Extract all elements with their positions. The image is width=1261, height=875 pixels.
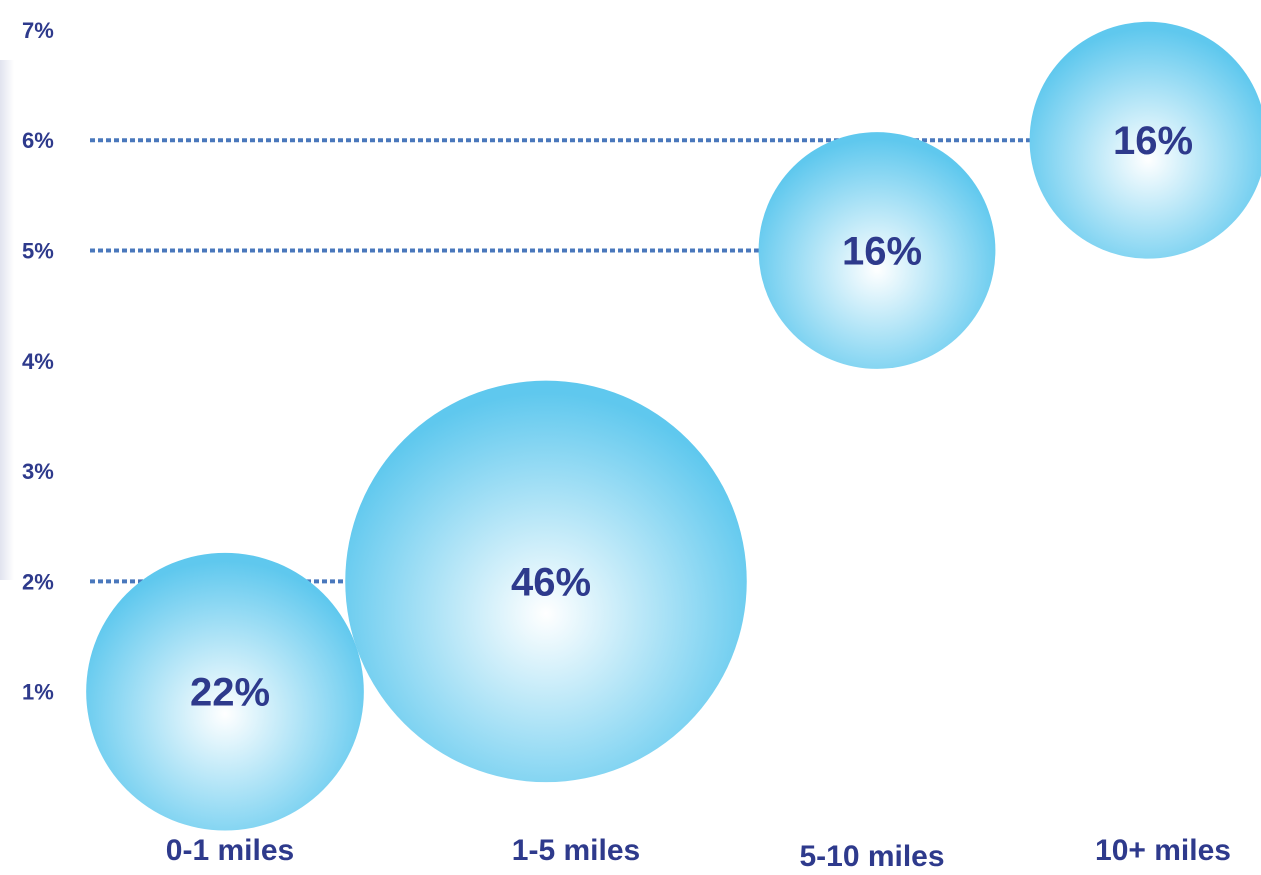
bubble [1029, 21, 1261, 259]
bubble-value-label: 16% [1113, 119, 1193, 163]
bubble-data-labels: 22% 46% 16% 16% [190, 119, 1193, 715]
y-tick-label: 1% [22, 680, 54, 705]
x-category-label: 10+ miles [1095, 834, 1231, 867]
x-axis-category-labels: 0-1 miles 1-5 miles 5-10 miles 10+ miles [166, 834, 1231, 873]
bubble [345, 380, 747, 783]
bubble-value-label: 16% [842, 230, 922, 274]
y-tick-label: 7% [22, 18, 54, 43]
x-category-label: 5-10 miles [799, 840, 944, 873]
x-category-label: 1-5 miles [512, 834, 640, 867]
x-category-label: 0-1 miles [166, 834, 294, 867]
y-tick-label: 5% [22, 239, 54, 264]
bubble-value-label: 22% [190, 671, 270, 715]
y-tick-label: 2% [22, 569, 54, 594]
bubble [86, 552, 364, 831]
bubble-value-label: 46% [511, 560, 591, 604]
y-axis-tick-labels: 1% 2% 3% 4% 5% 6% 7% [22, 18, 54, 705]
y-tick-label: 4% [22, 349, 54, 374]
bubble [758, 132, 996, 369]
bubbles [86, 21, 1261, 831]
y-tick-label: 3% [22, 459, 54, 484]
y-tick-label: 6% [22, 128, 54, 153]
